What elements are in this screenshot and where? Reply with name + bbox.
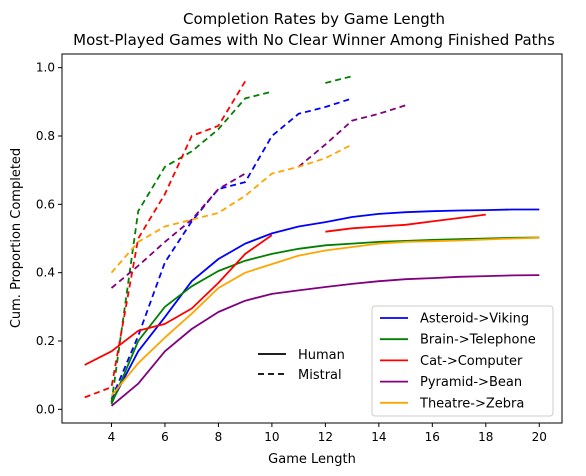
series-legend-label: Cat->Computer <box>420 354 523 369</box>
chart-subtitle: Most-Played Games with No Clear Winner A… <box>73 31 555 49</box>
series-line-theatre-zebra-human <box>110 236 540 397</box>
series-legend-label: Brain->Telephone <box>420 333 536 348</box>
series-legend-label: Asteroid->Viking <box>420 312 529 327</box>
series-legend-label: Theatre->Zebra <box>419 396 524 411</box>
y-tick-label: 0.4 <box>36 266 55 280</box>
x-tick-label: 12 <box>318 430 333 444</box>
series-legend-box <box>371 305 554 417</box>
series-line-asteroid-viking-mistral <box>110 97 353 400</box>
y-tick-label: 0.6 <box>36 197 55 211</box>
plot-frame <box>61 53 563 424</box>
series-line-pyramid-bean-mistral <box>110 104 406 289</box>
series-line-brain-telephone-mistral <box>110 75 353 403</box>
style-legend-human-label: Human <box>298 348 345 363</box>
y-tick-label: 0.8 <box>36 129 55 143</box>
x-tick-label: 6 <box>161 430 169 444</box>
series-line-theatre-zebra-mistral <box>110 143 353 274</box>
series-line-cat-computer-human <box>84 213 486 366</box>
y-tick-label: 0.0 <box>36 402 55 416</box>
series-line-brain-telephone-human <box>110 236 540 405</box>
x-tick-label: 16 <box>425 430 440 444</box>
style-legend-mistral-label: Mistral <box>298 368 342 383</box>
chart-title: Completion Rates by Game Length <box>183 10 445 28</box>
axis-layer: 4 6 8 10 12 14 16 18 20 0.0 0.2 0.4 0.6 0.8 1.0 <box>36 61 547 444</box>
x-tick-label: 20 <box>532 430 547 444</box>
series-line-cat-computer-mistral <box>84 80 246 399</box>
style-legend: Human Mistral <box>258 348 345 383</box>
y-axis-label: Cum. Proportion Completed <box>9 148 24 328</box>
series-legend: Asteroid->Viking Brain->Telephone Cat->Com… <box>371 305 554 417</box>
series-line-pyramid-bean-human <box>110 274 540 407</box>
y-tick-label: 0.2 <box>36 334 55 348</box>
x-tick-label: 14 <box>371 430 386 444</box>
x-tick-label: 8 <box>215 430 223 444</box>
x-axis-label: Game Length <box>268 452 356 467</box>
x-tick-label: 10 <box>264 430 279 444</box>
series-layer <box>84 75 540 407</box>
x-tick-label: 18 <box>478 430 493 444</box>
y-tick-label: 1.0 <box>36 61 55 75</box>
series-legend-label: Pyramid->Bean <box>420 375 522 390</box>
x-tick-label: 4 <box>108 430 116 444</box>
